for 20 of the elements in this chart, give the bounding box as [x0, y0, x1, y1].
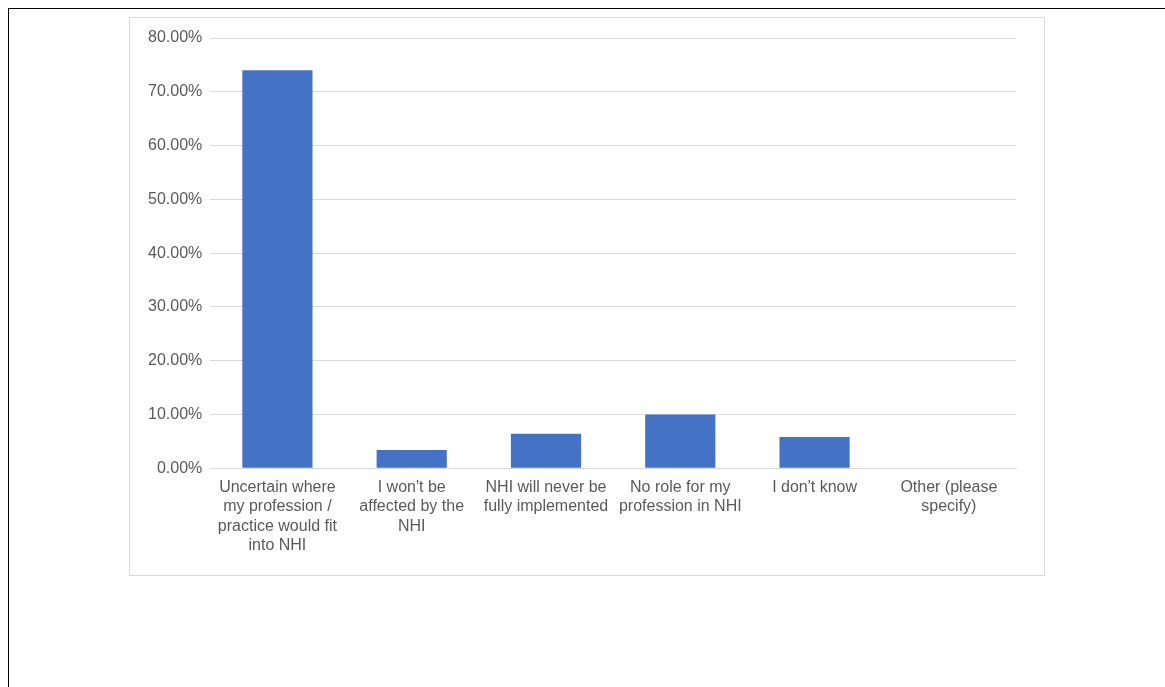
bar [242, 70, 313, 468]
bar [376, 449, 447, 468]
bar [510, 433, 582, 468]
y-tick-label: 0.00% [156, 458, 203, 476]
y-tick-label: 10.00% [148, 404, 203, 422]
x-tick-label: NHI will never be fully implemented [483, 478, 609, 515]
y-tick-label: 40.00% [148, 243, 203, 261]
y-tick-label: 50.00% [148, 189, 203, 207]
bar [645, 414, 716, 468]
bar [779, 437, 850, 468]
x-tick-label: I won't be affected by the NHI [359, 478, 465, 534]
x-tick-label: Uncertain where my profession / practice would fit into NHI [217, 478, 338, 553]
x-tick-label: No role for my profession in NHI [618, 478, 742, 515]
y-tick-label: 30.00% [148, 297, 203, 315]
x-tick-label: Other (please specify) [900, 478, 998, 515]
y-tick-label: 70.00% [148, 82, 203, 100]
y-tick-label: 80.00% [148, 28, 203, 46]
y-tick-label: 60.00% [148, 135, 203, 153]
y-tick-label: 20.00% [148, 351, 203, 369]
x-tick-label: I don't know [772, 478, 858, 496]
